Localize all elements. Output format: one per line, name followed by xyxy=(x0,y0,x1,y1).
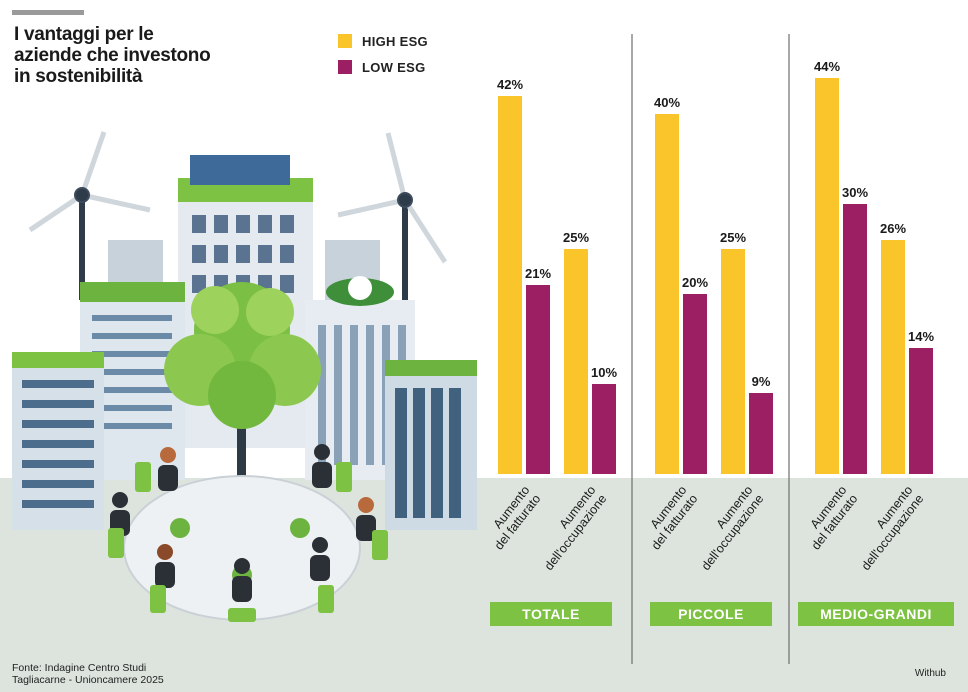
group-label-piccole: PICCOLE xyxy=(650,602,772,626)
category-label: Aumentodell'occupazione xyxy=(531,483,610,573)
legend-item-high-esg: HIGH ESG xyxy=(338,28,428,54)
category-label: Aumentodel fatturato xyxy=(638,483,701,552)
bar-value-label: 26% xyxy=(880,221,906,236)
bar-medio-grandi-occupazione-high-esg xyxy=(881,240,905,474)
bar-piccole-fatturato-high-esg xyxy=(655,114,679,474)
title-rule xyxy=(12,10,84,15)
credit: Withub xyxy=(914,668,946,679)
legend: HIGH ESG LOW ESG xyxy=(338,28,428,80)
legend-swatch-high-esg xyxy=(338,34,352,48)
bar-medio-grandi-fatturato-low-esg xyxy=(843,204,867,474)
legend-label-high-esg: HIGH ESG xyxy=(362,33,428,49)
wind-turbine-right-icon xyxy=(337,132,448,305)
city-illustration xyxy=(12,131,477,622)
bar-totale-occupazione-low-esg xyxy=(592,384,616,474)
bar-medio-grandi-occupazione-low-esg xyxy=(909,348,933,474)
chart-title: I vantaggi per le aziende che investono … xyxy=(14,24,211,87)
bars-layer: 42% 21% Aumentodel fatturato 25% 10% Aumentod… xyxy=(481,59,935,573)
bar-medio-grandi-fatturato-high-esg xyxy=(815,78,839,474)
bar-totale-occupazione-high-esg xyxy=(564,249,588,474)
bar-totale-fatturato-high-esg xyxy=(498,96,522,474)
bar-value-label: 20% xyxy=(682,275,708,290)
group-label-totale: TOTALE xyxy=(490,602,612,626)
chairs xyxy=(108,462,388,622)
bar-piccole-occupazione-high-esg xyxy=(721,249,745,474)
eco-document-icon xyxy=(170,518,190,538)
legend-label-low-esg: LOW ESG xyxy=(362,59,426,75)
bar-value-label: 30% xyxy=(842,185,868,200)
bar-value-label: 25% xyxy=(563,230,589,245)
people-group xyxy=(110,444,376,602)
category-label: Aumentodell'occupazione xyxy=(688,483,767,573)
leaf-document-icon xyxy=(290,518,310,538)
category-label: Aumentodel fatturato xyxy=(798,483,861,552)
bar-value-label: 44% xyxy=(814,59,840,74)
bar-totale-fatturato-low-esg xyxy=(526,285,550,474)
source-note: Fonte: Indagine Centro Studi Tagliacarne… xyxy=(12,662,164,686)
bar-value-label: 21% xyxy=(525,266,551,281)
tree-icon xyxy=(164,282,321,520)
bar-piccole-fatturato-low-esg xyxy=(683,294,707,474)
legend-swatch-low-esg xyxy=(338,60,352,74)
bar-value-label: 40% xyxy=(654,95,680,110)
group-label-medio-grandi: MEDIO-GRANDI xyxy=(798,602,954,626)
bar-value-label: 10% xyxy=(591,365,617,380)
building-far-left xyxy=(12,352,104,530)
bar-value-label: 42% xyxy=(497,77,523,92)
wind-turbine-left-icon xyxy=(28,131,151,300)
building-far-right xyxy=(385,360,477,530)
bar-value-label: 25% xyxy=(720,230,746,245)
source-line-1: Fonte: Indagine Centro Studi xyxy=(12,662,147,674)
bar-value-label: 9% xyxy=(752,374,771,389)
category-label: Aumentodell'occupazione xyxy=(848,483,927,573)
bar-value-label: 14% xyxy=(908,329,934,344)
bar-piccole-occupazione-low-esg xyxy=(749,393,773,474)
category-label: Aumentodel fatturato xyxy=(481,483,544,552)
source-line-2: Tagliacarne - Unioncamere 2025 xyxy=(12,674,164,686)
legend-item-low-esg: LOW ESG xyxy=(338,54,428,80)
recycle-icon xyxy=(348,276,372,300)
